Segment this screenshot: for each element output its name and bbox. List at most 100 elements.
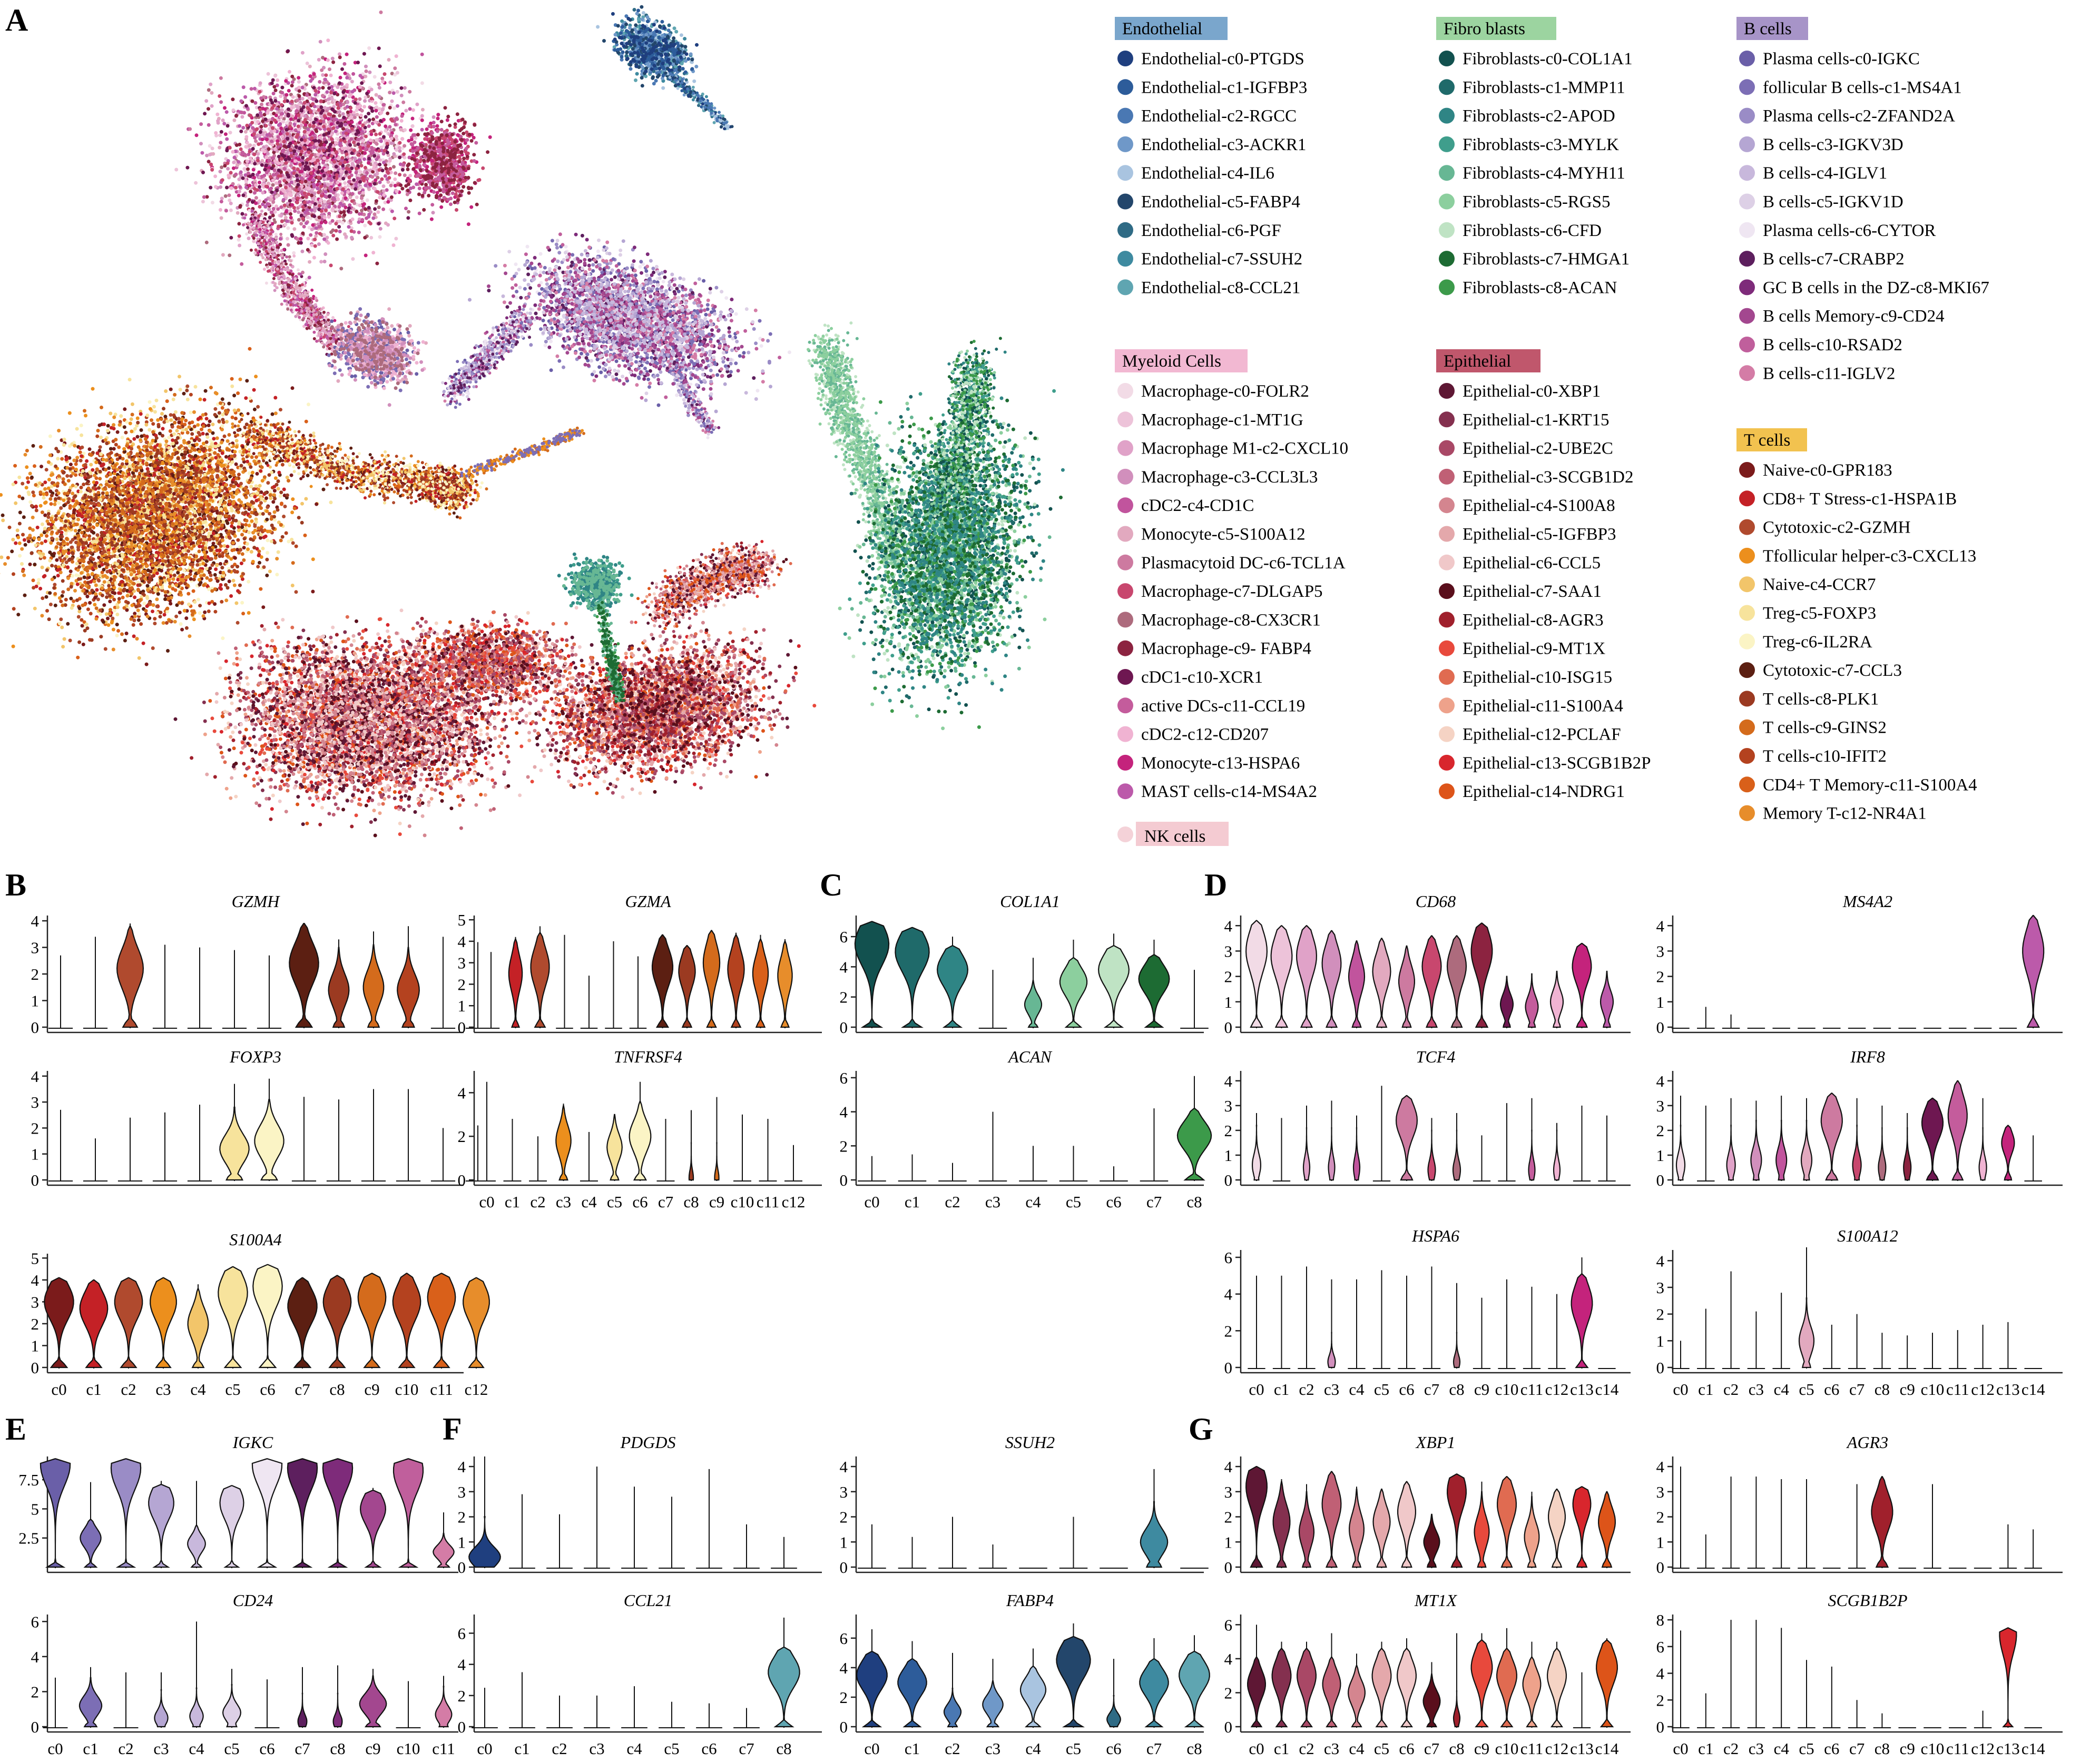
violin-cd68-c12	[1549, 970, 1564, 1028]
violin-irf8-c9	[1903, 1127, 1912, 1181]
violin-gzma-c2	[530, 932, 550, 1028]
legend-marker-epithelial-c12-pclaf	[1439, 726, 1455, 742]
x-tick-label-c0: c0	[51, 1380, 66, 1399]
x-tick-label-c8: c8	[1449, 1380, 1464, 1399]
legend-marker-epithelial-c0-xbp1	[1439, 383, 1455, 399]
violin-col1a1-c4	[1024, 980, 1043, 1028]
y-tick-label: 4	[1656, 1072, 1665, 1090]
x-tick-label-c5: c5	[1066, 1739, 1081, 1758]
y-tick-label: 2	[1656, 1508, 1665, 1527]
x-tick-label-c5: c5	[1066, 1193, 1081, 1211]
violin-irf8-c0	[1675, 1125, 1686, 1181]
violin-s100a4-c9	[357, 1273, 387, 1369]
y-tick-label: 5	[31, 1249, 40, 1267]
violin-title-tnfrsf4: TNFRSF4	[614, 1047, 682, 1066]
violin-igkc-c5	[219, 1485, 244, 1568]
x-tick-label-c3: c3	[985, 1739, 1000, 1758]
violin-col1a1-c1	[895, 927, 930, 1028]
y-tick-label: 6	[1224, 1616, 1233, 1634]
x-tick-label-c6: c6	[1106, 1193, 1121, 1211]
legend-item-fibroblasts-c1-mmp11: Fibroblasts-c1-MMP11	[1463, 78, 1625, 97]
violin-mt1x-c2	[1296, 1648, 1317, 1728]
y-tick-label: 2	[31, 965, 40, 983]
y-tick-label: 3	[458, 954, 466, 972]
y-tick-label: 4	[840, 958, 848, 976]
y-tick-label: 3	[1656, 1483, 1665, 1501]
x-tick-label-c4: c4	[1774, 1380, 1790, 1399]
legend-item-epithelial-c14-ndrg1: Epithelial-c14-NDRG1	[1463, 782, 1625, 801]
legend-marker-t-cells-c9-gins2	[1739, 719, 1755, 735]
x-tick-label-c7: c7	[1146, 1739, 1162, 1758]
x-tick-label-c5: c5	[224, 1739, 239, 1758]
y-tick-label: 3	[1224, 1097, 1233, 1115]
legend-item-epithelial-c0-xbp1: Epithelial-c0-XBP1	[1463, 382, 1601, 401]
violin-cd24-c7	[297, 1692, 308, 1728]
legend-marker-epithelial-c14-ndrg1	[1439, 783, 1455, 800]
legend-item-cdc2-c4-cd1c: cDC2-c4-CD1C	[1141, 496, 1254, 515]
legend-marker-epithelial-c8-agr3	[1439, 612, 1455, 628]
legend-item-macrophage-c9-fabp4: Macrophage-c9- FABP4	[1141, 639, 1311, 658]
violin-igkc-c10	[392, 1458, 424, 1568]
x-tick-label-c3: c3	[589, 1739, 604, 1758]
violin-panel-igkc: IGKC 2.5 5 7.5	[18, 1433, 458, 1573]
violin-mt1x-c8	[1453, 1690, 1461, 1728]
violin-col1a1-c0	[854, 921, 890, 1028]
legend-item-b-cells-c7-crabp2: B cells-c7-CRABP2	[1763, 250, 1905, 269]
legend-marker-plasmacytoid-dc-c6-tcl1a	[1117, 554, 1133, 570]
x-tick-label-c7: c7	[739, 1739, 754, 1758]
violin-title-gzmh: GZMH	[232, 892, 281, 911]
y-tick-label: 0	[458, 1018, 466, 1037]
x-tick-label-c9: c9	[709, 1193, 724, 1211]
legend-item-macrophage-c0-folr2: Macrophage-c0-FOLR2	[1141, 382, 1309, 401]
violin-cd68-c11	[1525, 973, 1539, 1028]
x-tick-label-c12: c12	[1971, 1380, 1995, 1399]
y-tick-label: 0	[458, 1171, 466, 1189]
legend-marker-fibroblasts-c3-mylk	[1439, 136, 1455, 152]
y-tick-label: 2	[1656, 1305, 1665, 1324]
x-tick-label-c2: c2	[1299, 1739, 1314, 1758]
umap-bridge-t-cells-bridge	[457, 426, 586, 480]
legend-item-endothelial-c5-fabp4: Endothelial-c5-FABP4	[1141, 193, 1300, 212]
violin-panel-agr3: AGR3 0 1 2 3 4	[1656, 1433, 2063, 1577]
violin-tnfrsf4-c5	[606, 1114, 623, 1181]
violin-col1a1-c7	[1138, 954, 1170, 1028]
x-tick-label-c0: c0	[479, 1193, 494, 1211]
y-tick-label: 4	[31, 1067, 40, 1086]
violin-gzma-c12	[777, 940, 793, 1028]
umap-bridge-fibroblast-stalk	[593, 601, 626, 703]
x-tick-label-c7: c7	[295, 1739, 310, 1758]
x-tick-label-c4: c4	[1025, 1193, 1041, 1211]
x-tick-label-c5: c5	[1799, 1380, 1814, 1399]
violin-title-ssuh2: SSUH2	[1005, 1433, 1055, 1452]
violin-fabp4-c2	[943, 1688, 962, 1728]
legend-group-nk-cells: NK cells	[1117, 822, 1229, 846]
legend-item-epithelial-c1-krt15: Epithelial-c1-KRT15	[1463, 410, 1609, 429]
y-tick-label: 2	[840, 1137, 848, 1155]
umap-bridge-b-cells-arm	[441, 306, 537, 409]
y-tick-label: 4	[458, 1084, 466, 1102]
umap-bridge-endothelial-tail	[663, 71, 734, 131]
x-tick-label-c3: c3	[1324, 1380, 1339, 1399]
panel-label-g: G	[1189, 1412, 1213, 1446]
violin-cd24-c9	[359, 1675, 387, 1728]
violin-title-scgb1b2p: SCGB1B2P	[1828, 1591, 1907, 1610]
legend-marker-b-cells-c4-iglv1	[1739, 165, 1755, 181]
legend-item-cytotoxic-c7-ccl3: Cytotoxic-c7-CCL3	[1763, 661, 1902, 680]
legend-marker-cdc2-c4-cd1c	[1117, 497, 1133, 514]
violin-panel-cd68: CD68 0 1 2 3 4	[1224, 892, 1631, 1037]
legend-title-t-cells: T cells	[1744, 431, 1790, 450]
x-tick-label-c0: c0	[864, 1739, 879, 1758]
x-tick-label-c2: c2	[1723, 1739, 1739, 1758]
violin-xbp1-c4	[1348, 1488, 1365, 1568]
y-tick-label: 1	[1656, 1146, 1665, 1165]
legend-item-follicular-b-cells-c1-ms4a1: follicular B cells-c1-MS4A1	[1763, 78, 1962, 97]
legend-marker-treg-c5-foxp3	[1739, 605, 1755, 621]
x-tick-label-c14: c14	[1595, 1380, 1619, 1399]
x-tick-label-c7: c7	[1849, 1739, 1865, 1758]
legend-marker-b-cells-c10-rsad2	[1739, 337, 1755, 352]
violin-cd68-c13	[1572, 942, 1592, 1028]
x-tick-label-c9: c9	[1900, 1739, 1915, 1758]
violin-s100a4-c10	[392, 1273, 421, 1369]
